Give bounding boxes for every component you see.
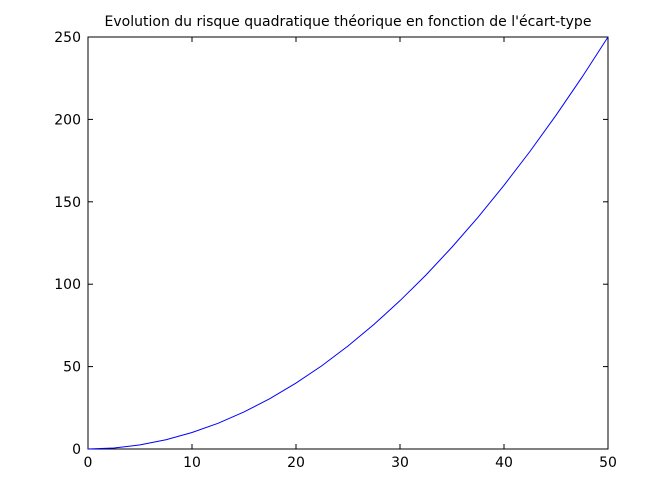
series-line-0 [87,36,609,450]
x-tick-label: 50 [599,455,617,471]
x-tick-label: 20 [287,455,305,471]
plot-area-frame [87,36,609,450]
y-tick-label: 100 [54,277,81,293]
y-tick-label: 0 [72,442,81,458]
y-axis-ticks: 0 50 100 150 200 250 [54,30,608,458]
chart-title: Evolution du risque quadratique théoriqu… [105,14,592,30]
series-layer [87,36,609,450]
y-tick-label: 250 [54,30,81,46]
x-tick-label: 0 [84,455,93,471]
y-tick-label: 200 [54,112,81,128]
x-tick-label: 30 [391,455,409,471]
y-tick-label: 150 [54,195,81,211]
x-tick-label: 40 [495,455,513,471]
y-tick-label: 50 [63,360,81,376]
x-axis-ticks: 0 10 20 30 40 50 [84,37,617,471]
x-tick-label: 10 [183,455,201,471]
